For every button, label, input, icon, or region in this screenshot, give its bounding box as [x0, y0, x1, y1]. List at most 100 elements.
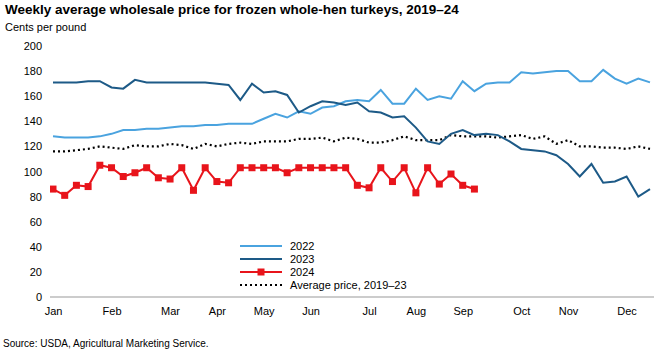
y-tick-label: 40	[30, 241, 42, 253]
x-tick: Apr	[209, 297, 226, 317]
x-tick-label: Jul	[363, 305, 377, 317]
x-tick-label: Feb	[103, 305, 122, 317]
x-tick: Jan	[45, 297, 63, 317]
marker	[120, 173, 127, 180]
y-tick: 140	[24, 115, 50, 127]
marker	[342, 164, 349, 171]
x-tick: May	[254, 297, 275, 317]
marker	[190, 187, 197, 194]
x-tick-label: Aug	[407, 305, 427, 317]
marker	[412, 189, 419, 196]
x-tick: Dec	[617, 297, 637, 317]
legend-swatch	[240, 245, 282, 247]
legend-label: 2023	[290, 253, 314, 265]
x-tick: Nov	[559, 297, 579, 317]
x-tick-label: Sep	[453, 305, 473, 317]
x-tick: Mar	[161, 297, 180, 317]
x-tick-label: Jan	[45, 305, 63, 317]
series-markers	[50, 162, 478, 199]
legend-swatch	[240, 258, 282, 260]
legend: 202220232024Average price, 2019–23	[240, 240, 407, 291]
y-tick-label: 100	[24, 166, 42, 178]
marker	[143, 164, 150, 171]
x-tick-label: Apr	[209, 305, 226, 317]
title: Weekly average wholesale price for froze…	[5, 2, 459, 17]
y-tick: 0	[36, 291, 50, 303]
marker	[155, 174, 162, 181]
marker	[73, 182, 80, 189]
source: Source: USDA, Agricultural Marketing Ser…	[3, 338, 209, 349]
marker	[436, 181, 443, 188]
marker	[272, 164, 279, 171]
legend-label: 2022	[290, 240, 314, 252]
marker	[330, 164, 337, 171]
marker	[225, 179, 232, 186]
y-axis-line	[50, 47, 51, 298]
marker	[295, 164, 302, 171]
y-tick-label: 0	[36, 291, 42, 303]
y-tick: 80	[30, 191, 50, 203]
x-axis-line	[50, 297, 654, 298]
y-tick-label: 180	[24, 65, 42, 77]
marker	[366, 184, 373, 191]
y-tick: 160	[24, 90, 50, 102]
y-tick: 60	[30, 216, 50, 228]
legend-marker	[258, 269, 265, 276]
y-tick-label: 120	[24, 140, 42, 152]
marker	[249, 164, 256, 171]
marker	[389, 178, 396, 185]
x-tick-label: Mar	[161, 305, 180, 317]
legend-item: 2024	[240, 266, 314, 278]
legend-item: 2022	[240, 240, 314, 252]
marker	[284, 169, 291, 176]
legend-label: Average price, 2019–23	[290, 279, 407, 291]
y-tick-label: 200	[24, 40, 42, 52]
marker	[50, 186, 57, 193]
marker	[85, 183, 92, 190]
marker	[131, 169, 138, 176]
y-tick-label: 60	[30, 216, 42, 228]
y-tick-label: 80	[30, 191, 42, 203]
legend-item: 2023	[240, 253, 314, 265]
marker	[178, 164, 185, 171]
chart: Weekly average wholesale price for froze…	[0, 0, 668, 356]
series-line	[53, 135, 650, 151]
legend-label: 2024	[290, 266, 314, 278]
series-line	[53, 165, 474, 195]
y-tick: 40	[30, 241, 50, 253]
marker	[213, 178, 220, 185]
y-tick: 180	[24, 65, 50, 77]
x-tick: Oct	[513, 297, 530, 317]
x-tick: Jun	[302, 297, 320, 317]
marker	[424, 164, 431, 171]
plot-area	[50, 70, 650, 199]
marker	[167, 176, 174, 183]
y-tick-label: 160	[24, 90, 42, 102]
marker	[307, 164, 314, 171]
marker	[471, 186, 478, 193]
legend-item: Average price, 2019–23	[240, 279, 407, 291]
marker	[61, 192, 68, 199]
x-axis: Jan Feb Mar Apr May Jun Jul Aug Sep Oct Nov Dec	[45, 297, 654, 317]
marker	[401, 164, 408, 171]
y-tick: 100	[24, 166, 50, 178]
y-axis-title: Cents per pound	[5, 21, 86, 33]
marker	[459, 182, 466, 189]
y-tick-label: 20	[30, 266, 42, 278]
marker	[260, 164, 267, 171]
marker	[108, 164, 115, 171]
marker	[448, 171, 455, 178]
x-tick-label: Dec	[617, 305, 637, 317]
marker	[354, 182, 361, 189]
x-tick-label: Jun	[302, 305, 320, 317]
y-tick: 120	[24, 140, 50, 152]
series-line	[53, 80, 650, 197]
x-tick: Aug	[407, 297, 427, 317]
y-tick: 20	[30, 266, 50, 278]
marker	[377, 164, 384, 171]
y-tick-label: 140	[24, 115, 42, 127]
y-tick: 200	[24, 40, 50, 52]
x-tick: Feb	[103, 297, 122, 317]
legend-swatch	[240, 284, 282, 286]
marker	[237, 164, 244, 171]
